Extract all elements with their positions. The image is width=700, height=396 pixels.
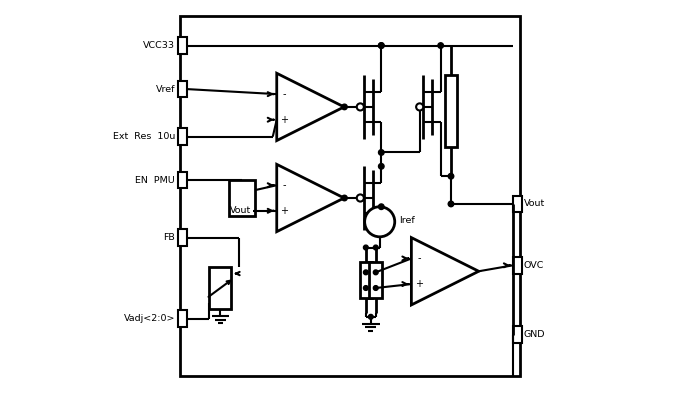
Polygon shape bbox=[412, 238, 479, 305]
Text: VCC33: VCC33 bbox=[144, 41, 175, 50]
Text: Vout: Vout bbox=[524, 200, 545, 208]
Text: Vout: Vout bbox=[230, 206, 251, 215]
Circle shape bbox=[379, 164, 384, 169]
Text: -: - bbox=[417, 253, 421, 263]
Bar bbox=[513, 196, 522, 212]
Bar bbox=[229, 180, 255, 216]
Text: Vadj<2:0>: Vadj<2:0> bbox=[124, 314, 175, 323]
Circle shape bbox=[363, 245, 368, 250]
Bar bbox=[444, 75, 457, 147]
Circle shape bbox=[342, 104, 347, 110]
Circle shape bbox=[363, 286, 368, 290]
Bar bbox=[178, 81, 187, 97]
Polygon shape bbox=[276, 73, 344, 141]
Circle shape bbox=[357, 103, 364, 110]
Text: Vref: Vref bbox=[155, 85, 175, 93]
Polygon shape bbox=[276, 164, 344, 232]
Bar bbox=[178, 172, 187, 188]
Circle shape bbox=[373, 270, 378, 275]
Bar bbox=[513, 326, 522, 343]
Circle shape bbox=[438, 43, 444, 48]
Bar bbox=[180, 16, 520, 376]
Text: -: - bbox=[282, 180, 286, 190]
Text: -: - bbox=[282, 89, 286, 99]
Bar bbox=[178, 310, 187, 327]
Bar bbox=[178, 128, 187, 145]
Circle shape bbox=[379, 204, 384, 209]
Circle shape bbox=[363, 270, 368, 275]
Circle shape bbox=[357, 194, 364, 202]
Circle shape bbox=[368, 314, 373, 319]
Text: Iref: Iref bbox=[399, 216, 414, 225]
Circle shape bbox=[379, 43, 384, 48]
Bar bbox=[370, 262, 382, 298]
Circle shape bbox=[448, 201, 454, 207]
Circle shape bbox=[373, 245, 378, 250]
Bar bbox=[209, 267, 231, 309]
Circle shape bbox=[373, 286, 378, 290]
Bar bbox=[178, 229, 187, 246]
Text: +: + bbox=[415, 279, 423, 289]
Text: GND: GND bbox=[524, 330, 545, 339]
Text: Ext  Res  10u: Ext Res 10u bbox=[113, 132, 175, 141]
Text: FB: FB bbox=[164, 233, 175, 242]
Circle shape bbox=[379, 150, 384, 155]
Circle shape bbox=[416, 103, 423, 110]
Bar bbox=[178, 37, 187, 54]
Circle shape bbox=[365, 207, 395, 237]
Circle shape bbox=[342, 195, 347, 201]
Text: +: + bbox=[280, 206, 288, 216]
Bar bbox=[360, 262, 372, 298]
Circle shape bbox=[379, 43, 384, 48]
Bar bbox=[513, 257, 522, 274]
Text: OVC: OVC bbox=[524, 261, 544, 270]
Text: EN  PMU: EN PMU bbox=[136, 176, 175, 185]
Text: +: + bbox=[280, 115, 288, 125]
Circle shape bbox=[448, 173, 454, 179]
